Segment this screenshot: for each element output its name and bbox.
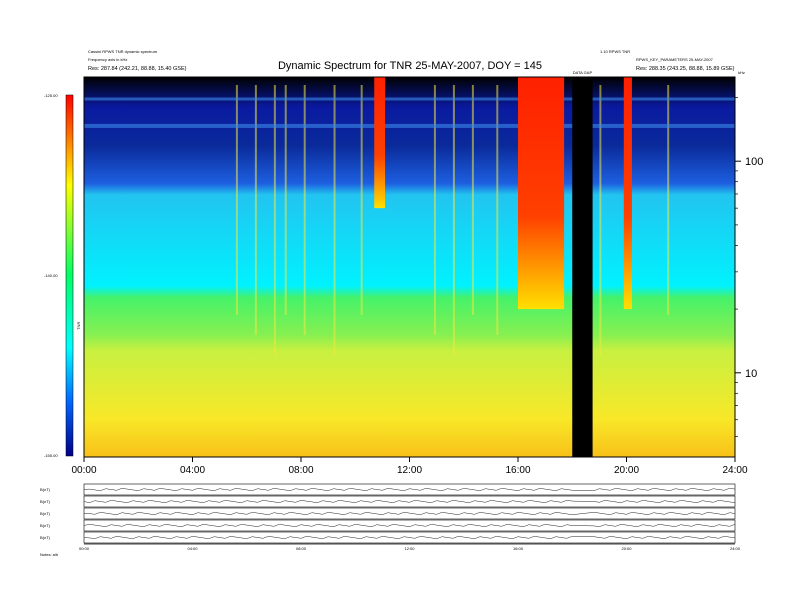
sub-panel-tick-label: 08:00 xyxy=(296,546,307,551)
x-tick-label: 08:00 xyxy=(288,465,313,476)
x-tick-label: 24:00 xyxy=(722,465,747,476)
header-left-line-1: Cassini RPWS TNR dynamic spectrum xyxy=(88,49,158,54)
sub-panel-trace xyxy=(83,536,736,539)
burst-layer xyxy=(374,77,632,310)
spectrogram-streak xyxy=(496,85,499,335)
spectrogram-streak xyxy=(303,85,306,335)
x-tick-label: 12:00 xyxy=(397,465,422,476)
header-right: 1.10 RPWS TNR RPWS_KEY_PARAMETERS 25-MAY… xyxy=(600,49,735,72)
footer-label: Notes: a/b xyxy=(40,552,59,557)
sub-panel-label: B(nT) xyxy=(40,523,51,528)
y-tick-label: 10 xyxy=(745,368,757,380)
y-axis: 100 10 xyxy=(735,97,763,437)
header-right-line-3: Res: 288.35 (243.25, 88.88, 15.89 GSE) xyxy=(636,66,735,72)
sub-panel-label: B(nT) xyxy=(40,511,51,516)
burst-region xyxy=(518,77,565,310)
colorbar-tick-mid: -140.00 xyxy=(44,273,58,278)
spectrogram-streak xyxy=(284,85,287,315)
data-gap xyxy=(572,77,593,457)
x-tick-label: 04:00 xyxy=(180,465,205,476)
spectrogram-streak xyxy=(599,85,602,355)
sub-panel-frame xyxy=(83,519,736,532)
x-tick-label: 20:00 xyxy=(614,465,639,476)
spectrogram-streak xyxy=(452,85,455,355)
sub-panel-tick-label: 00:00 xyxy=(79,546,90,551)
y-tick-label: 100 xyxy=(745,156,763,168)
sub-panel-frame xyxy=(83,507,736,520)
sub-panel-trace xyxy=(83,524,736,527)
header-right-line-1: 1.10 RPWS TNR xyxy=(600,49,630,54)
colorbar-tick-top: -125.00 xyxy=(44,93,58,98)
colorbar-tick-bottom: -155.00 xyxy=(44,453,58,458)
spectrogram-streak xyxy=(235,85,238,315)
chart-title: Dynamic Spectrum for TNR 25-MAY-2007, DO… xyxy=(278,60,542,72)
sub-panel-trace xyxy=(83,488,736,491)
sub-panel-tick-label: 24:00 xyxy=(730,546,741,551)
burst-region xyxy=(623,77,632,310)
burst-region xyxy=(374,77,386,209)
sub-panel-trace xyxy=(83,500,736,503)
spectrogram-streak xyxy=(254,85,257,335)
spectrogram-band xyxy=(84,97,735,101)
header-left-line-2: Frequency axis in kHz xyxy=(88,57,127,62)
sub-panel-tick-label: 12:00 xyxy=(404,546,415,551)
sub-panel-label: B(nT) xyxy=(40,499,51,504)
sub-panel-frame xyxy=(83,495,736,508)
spectrogram-streak xyxy=(273,85,276,355)
sub-panel-tick-label: 04:00 xyxy=(187,546,198,551)
sub-panel-tick-label: 20:00 xyxy=(621,546,632,551)
x-tick-label: 00:00 xyxy=(71,465,96,476)
spectrogram-streak xyxy=(667,85,670,315)
sub-panel-label: B(nT) xyxy=(40,535,51,540)
colorbar: -125.00 -140.00 -155.00 TNR xyxy=(44,93,81,458)
header-left-line-3: Res: 287.84 (242.21, 88.88, 15.40 GSE) xyxy=(88,66,187,72)
spectrogram-streak xyxy=(360,85,363,315)
header-right-line-2: RPWS_KEY_PARAMETERS 25-MAY-2007 xyxy=(636,57,714,62)
colorbar-bar xyxy=(65,94,74,457)
spectrogram-bands xyxy=(84,85,735,355)
x-axis: 00:00 04:00 08:00 12:00 16:00 20:00 24:00 xyxy=(71,457,748,476)
sub-panel-frame xyxy=(83,483,736,496)
data-gap-label: DATA GAP xyxy=(573,70,593,75)
spectrogram-streak xyxy=(471,85,474,315)
sub-panels: B(nT) B(nT) B(nT) B(nT) B(nT) 00:00 04:00 08:00… xyxy=(40,483,741,551)
spectrogram-streak xyxy=(333,85,336,355)
spectrogram-background xyxy=(84,77,735,457)
sub-panel-label: B(nT) xyxy=(40,487,51,492)
spectrogram-plot: DATA GAP xyxy=(83,70,736,458)
corner-label: kHz xyxy=(738,70,745,75)
spectrogram-streak xyxy=(433,85,436,335)
sub-panel-trace xyxy=(84,512,736,515)
sub-panel-tick-label: 16:00 xyxy=(513,546,524,551)
colorbar-label: TNR xyxy=(76,322,81,330)
x-tick-label: 16:00 xyxy=(505,465,530,476)
header-left: Cassini RPWS TNR dynamic spectrum Freque… xyxy=(88,49,187,72)
spectrogram-band xyxy=(84,123,735,128)
